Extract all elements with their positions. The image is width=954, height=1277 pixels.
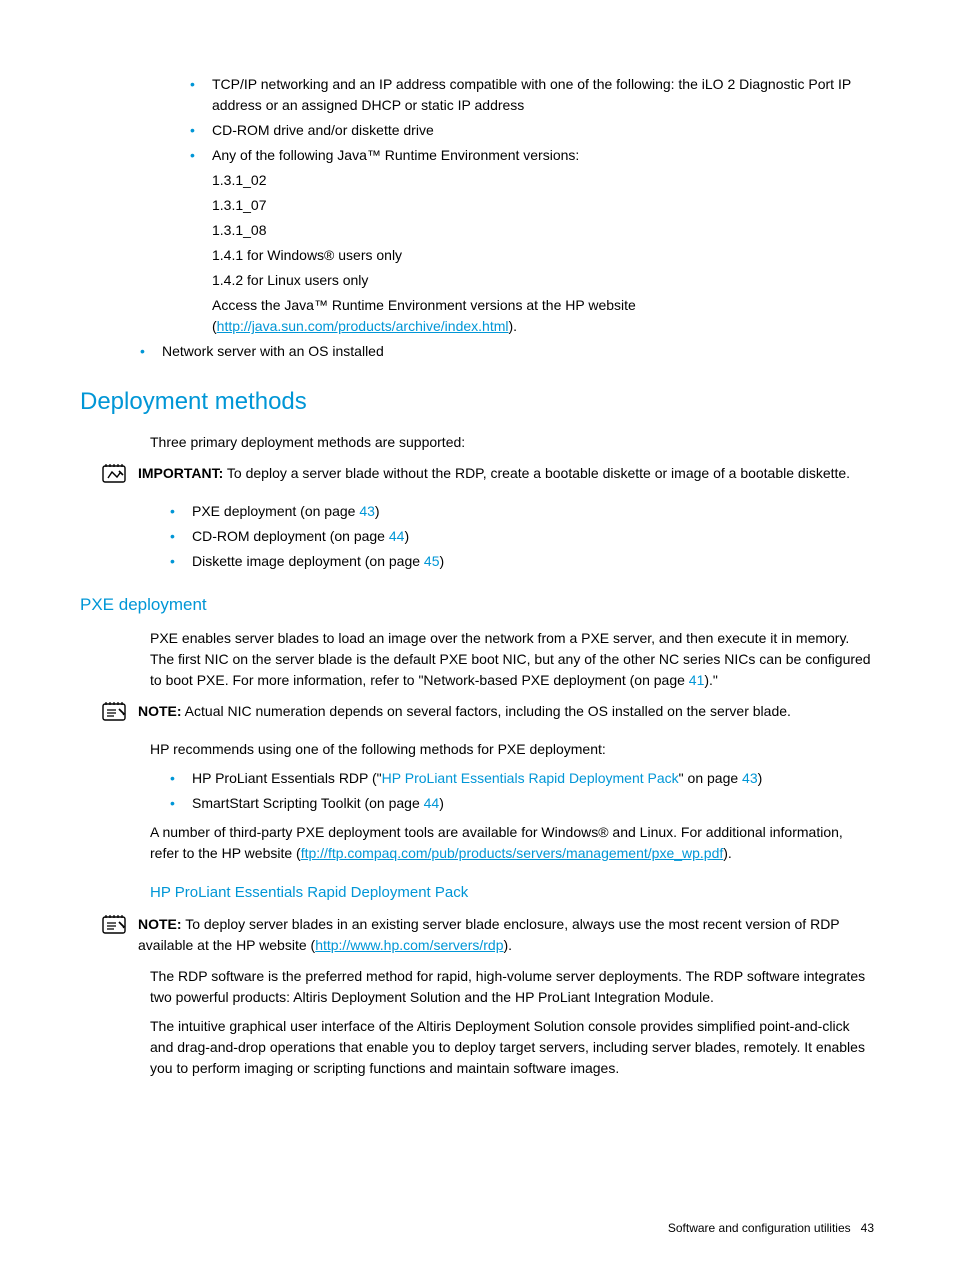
- pxe-recommendations-list: HP ProLiant Essentials RDP ("HP ProLiant…: [170, 768, 874, 814]
- java-version: 1.3.1_02: [212, 170, 874, 191]
- footer-page-number: 43: [861, 1221, 874, 1235]
- note-text: Actual NIC numeration depends on several…: [182, 703, 791, 719]
- list-item: CD-ROM deployment (on page 44): [170, 526, 874, 547]
- text-suffix: ): [404, 528, 409, 544]
- pxe-paragraph-2: HP recommends using one of the following…: [150, 739, 874, 760]
- java-version: 1.4.2 for Linux users only: [212, 270, 874, 291]
- text-prefix: Diskette image deployment (on page: [192, 553, 424, 569]
- note-icon: [102, 914, 132, 942]
- important-icon: [102, 463, 132, 491]
- text-mid: " on page: [679, 770, 742, 786]
- java-version: 1.3.1_08: [212, 220, 874, 241]
- text-suffix: ).: [508, 318, 517, 334]
- text-suffix: ): [439, 795, 444, 811]
- page-ref-link[interactable]: 43: [742, 770, 758, 786]
- list-item: SmartStart Scripting Toolkit (on page 44…: [170, 793, 874, 814]
- rdp-paragraph-2: The intuitive graphical user interface o…: [150, 1016, 874, 1079]
- deployment-intro: Three primary deployment methods are sup…: [150, 432, 874, 453]
- java-version: 1.3.1_07: [212, 195, 874, 216]
- text-prefix: PXE deployment (on page: [192, 503, 359, 519]
- pxe-paragraph-3: A number of third-party PXE deployment t…: [150, 822, 874, 864]
- text-suffix: ): [375, 503, 380, 519]
- pxe-paragraph-1: PXE enables server blades to load an ima…: [150, 628, 874, 691]
- page-ref-link[interactable]: 41: [689, 672, 705, 688]
- text: Any of the following Java™ Runtime Envir…: [212, 147, 579, 163]
- important-text: To deploy a server blade without the RDP…: [223, 465, 850, 481]
- text-suffix: ).": [704, 672, 718, 688]
- requirements-list: Network server with an OS installed: [140, 341, 874, 362]
- note-callout: NOTE: To deploy server blades in an exis…: [102, 914, 874, 956]
- page-ref-link[interactable]: 44: [389, 528, 405, 544]
- text-prefix: SmartStart Scripting Toolkit (on page: [192, 795, 424, 811]
- page-ref-link[interactable]: 45: [424, 553, 440, 569]
- note-text-suffix: ).: [503, 937, 512, 953]
- footer-section-name: Software and configuration utilities: [668, 1221, 851, 1235]
- text: CD-ROM drive and/or diskette drive: [212, 122, 434, 138]
- text-prefix: CD-ROM deployment (on page: [192, 528, 389, 544]
- text-prefix: HP ProLiant Essentials RDP (": [192, 770, 382, 786]
- heading-deployment-methods: Deployment methods: [80, 384, 874, 420]
- list-item: Any of the following Java™ Runtime Envir…: [190, 145, 874, 166]
- important-label: IMPORTANT:: [138, 465, 223, 481]
- list-item: Diskette image deployment (on page 45): [170, 551, 874, 572]
- java-access-note: Access the Java™ Runtime Environment ver…: [212, 295, 874, 337]
- list-item: HP ProLiant Essentials RDP ("HP ProLiant…: [170, 768, 874, 789]
- note-label: NOTE:: [138, 703, 182, 719]
- heading-rdp: HP ProLiant Essentials Rapid Deployment …: [150, 882, 874, 905]
- page-ref-link[interactable]: 44: [424, 795, 440, 811]
- text: TCP/IP networking and an IP address comp…: [212, 76, 851, 113]
- note-callout: NOTE: Actual NIC numeration depends on s…: [102, 701, 874, 729]
- text-prefix: PXE enables server blades to load an ima…: [150, 630, 871, 688]
- rdp-link[interactable]: http://www.hp.com/servers/rdp: [315, 937, 503, 953]
- list-item: TCP/IP networking and an IP address comp…: [190, 74, 874, 116]
- list-item: Network server with an OS installed: [140, 341, 874, 362]
- page-footer: Software and configuration utilities 43: [80, 1219, 874, 1237]
- cross-ref-link[interactable]: HP ProLiant Essentials Rapid Deployment …: [382, 770, 679, 786]
- list-item: CD-ROM drive and/or diskette drive: [190, 120, 874, 141]
- requirements-sublist: TCP/IP networking and an IP address comp…: [190, 74, 874, 166]
- text-suffix: ): [440, 553, 445, 569]
- page-ref-link[interactable]: 43: [359, 503, 375, 519]
- text: Network server with an OS installed: [162, 343, 384, 359]
- pxe-wp-link[interactable]: ftp://ftp.compaq.com/pub/products/server…: [301, 845, 724, 861]
- text-suffix: ).: [723, 845, 732, 861]
- deployment-methods-list: PXE deployment (on page 43) CD-ROM deplo…: [170, 501, 874, 572]
- list-item: PXE deployment (on page 43): [170, 501, 874, 522]
- java-archive-link[interactable]: http://java.sun.com/products/archive/ind…: [217, 318, 509, 334]
- heading-pxe-deployment: PXE deployment: [80, 592, 874, 618]
- text-suffix: ): [758, 770, 763, 786]
- note-label: NOTE:: [138, 916, 182, 932]
- rdp-paragraph-1: The RDP software is the preferred method…: [150, 966, 874, 1008]
- note-icon: [102, 701, 132, 729]
- java-version: 1.4.1 for Windows® users only: [212, 245, 874, 266]
- important-callout: IMPORTANT: To deploy a server blade with…: [102, 463, 874, 491]
